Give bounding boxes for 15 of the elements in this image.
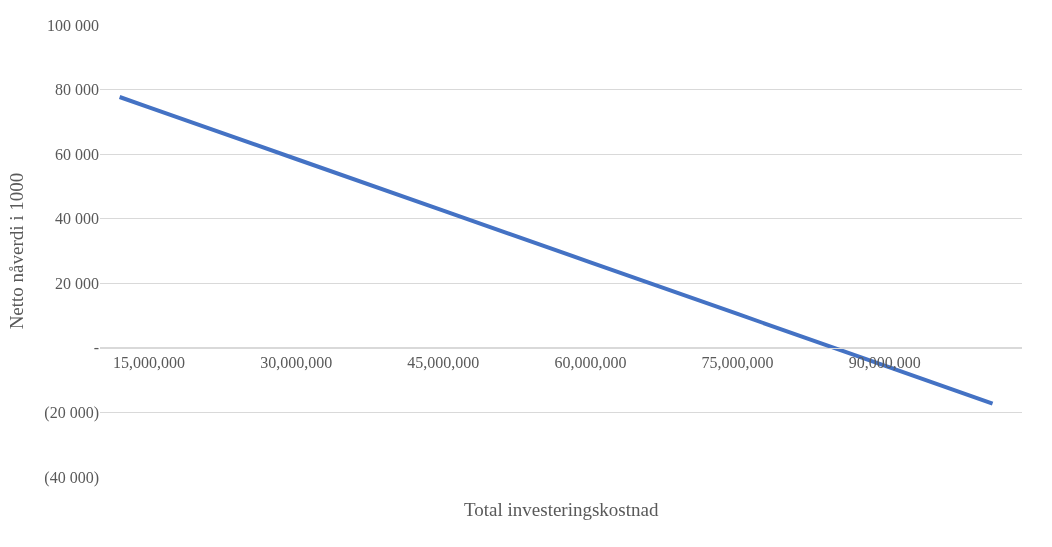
y-tick-label: 80 000: [55, 81, 99, 99]
y-tick-label: 40 000: [55, 210, 99, 228]
x-tick-label: 15,000,000: [113, 354, 186, 372]
x-tick-label: 60,000,000: [554, 354, 627, 372]
y-tick-label: 60 000: [55, 145, 99, 163]
y-tick-label: 100 000: [47, 16, 99, 34]
x-tick-label: 30,000,000: [260, 354, 333, 372]
y-axis-title: Netto nåverdi i 1000: [6, 172, 28, 330]
x-axis-title: Total investeringskostnad: [464, 499, 659, 520]
y-tick-label: 20 000: [55, 274, 99, 292]
y-tick-label: (40 000): [44, 468, 99, 487]
x-tick-label: 75,000,000: [701, 354, 774, 372]
y-tick-label: (20 000): [44, 404, 99, 423]
y-tick-label: -: [93, 339, 99, 357]
x-tick-label: 45,000,000: [407, 354, 480, 372]
